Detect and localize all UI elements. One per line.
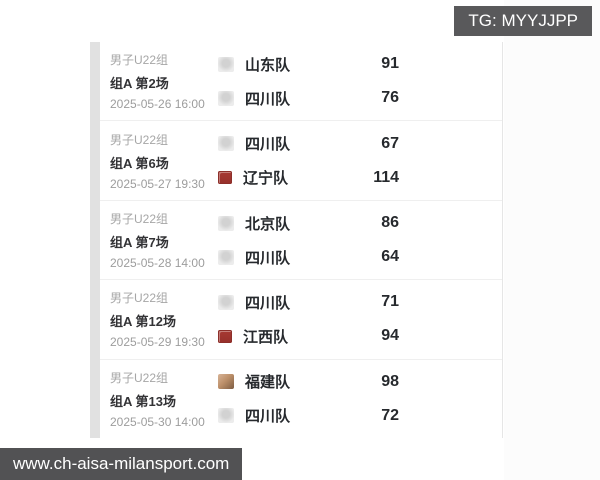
team-logo-icon (218, 294, 234, 310)
match-datetime: 2025-05-27 19:30 (110, 176, 205, 191)
match-meta: 男子U22组 组A 第2场 2025-05-26 16:00 (110, 51, 218, 111)
match-datetime: 2025-05-26 16:00 (110, 97, 205, 112)
team-score: 91 (381, 55, 399, 73)
team-score: 114 (373, 168, 399, 186)
team-name: 江西队 (243, 328, 289, 346)
website-watermark-badge: www.ch-aisa-milansport.com (0, 448, 243, 480)
match-row[interactable]: 男子U22组 组A 第6场 2025-05-27 19:30 四川队 67 辽宁… (100, 120, 502, 199)
team-logo-icon (218, 56, 234, 72)
match-teams: 福建队 98 四川队 72 (218, 371, 502, 426)
match-datetime: 2025-05-28 14:00 (110, 256, 205, 271)
match-meta: 男子U22组 组A 第7场 2025-05-28 14:00 (110, 210, 218, 270)
team-score: 64 (381, 248, 399, 266)
team-line: 四川队 71 (218, 292, 399, 313)
team-line: 辽宁队 114 (218, 167, 399, 188)
team-name: 四川队 (245, 249, 291, 267)
team-score: 98 (381, 372, 399, 390)
team-line: 四川队 76 (218, 88, 399, 109)
match-group-label: 男子U22组 (110, 53, 169, 68)
team-logo-icon (218, 136, 234, 152)
match-round-label: 组A 第12场 (110, 314, 176, 330)
team-name: 四川队 (245, 294, 291, 312)
team-logo-icon (218, 408, 234, 424)
match-row[interactable]: 男子U22组 组A 第13场 2025-05-30 14:00 福建队 98 四… (100, 358, 502, 438)
team-logo-icon (218, 329, 232, 343)
match-group-label: 男子U22组 (110, 370, 169, 385)
page-background-right (504, 0, 600, 480)
telegram-watermark-badge: TG: MYYJJPP (454, 6, 592, 36)
team-logo-icon (218, 374, 234, 390)
team-line: 江西队 94 (218, 326, 399, 347)
match-row[interactable]: 男子U22组 组A 第2场 2025-05-26 16:00 山东队 91 四川… (100, 42, 502, 120)
team-logo-icon (218, 171, 232, 185)
match-datetime: 2025-05-30 14:00 (110, 414, 205, 429)
scrollbar[interactable] (90, 42, 100, 438)
team-name: 四川队 (245, 90, 291, 108)
team-logo-icon (218, 90, 234, 106)
team-line: 四川队 72 (218, 405, 399, 426)
team-line: 山东队 91 (218, 54, 399, 75)
match-row[interactable]: 男子U22组 组A 第12场 2025-05-29 19:30 四川队 71 江… (100, 279, 502, 358)
match-round-label: 组A 第2场 (110, 76, 169, 92)
match-row[interactable]: 男子U22组 组A 第7场 2025-05-28 14:00 北京队 86 四川… (100, 199, 502, 279)
team-name: 福建队 (245, 374, 291, 392)
match-group-label: 男子U22组 (110, 291, 169, 306)
match-group-label: 男子U22组 (110, 212, 169, 227)
match-datetime: 2025-05-29 19:30 (110, 335, 205, 350)
match-round-label: 组A 第7场 (110, 235, 169, 251)
team-logo-icon (218, 215, 234, 231)
team-score: 67 (381, 134, 399, 152)
team-name: 辽宁队 (243, 170, 289, 188)
team-line: 北京队 86 (218, 213, 399, 234)
match-teams: 北京队 86 四川队 64 (218, 213, 502, 268)
match-list: 男子U22组 组A 第2场 2025-05-26 16:00 山东队 91 四川… (100, 42, 503, 438)
team-line: 福建队 98 (218, 371, 399, 392)
team-line: 四川队 67 (218, 133, 399, 154)
match-teams: 四川队 71 江西队 94 (218, 292, 502, 347)
match-teams: 山东队 91 四川队 76 (218, 54, 502, 109)
team-score: 94 (381, 327, 399, 345)
team-name: 北京队 (245, 215, 291, 233)
match-meta: 男子U22组 组A 第13场 2025-05-30 14:00 (110, 369, 218, 429)
team-score: 71 (381, 293, 399, 311)
team-name: 四川队 (245, 408, 291, 426)
team-score: 72 (381, 406, 399, 424)
match-round-label: 组A 第13场 (110, 393, 176, 409)
match-meta: 男子U22组 组A 第6场 2025-05-27 19:30 (110, 131, 218, 191)
team-name: 四川队 (245, 136, 291, 154)
team-score: 86 (381, 214, 399, 232)
team-line: 四川队 64 (218, 247, 399, 268)
team-logo-icon (218, 249, 234, 265)
match-round-label: 组A 第6场 (110, 155, 169, 171)
team-name: 山东队 (245, 56, 291, 74)
team-score: 76 (381, 89, 399, 107)
match-meta: 男子U22组 组A 第12场 2025-05-29 19:30 (110, 289, 218, 349)
match-group-label: 男子U22组 (110, 132, 169, 147)
match-teams: 四川队 67 辽宁队 114 (218, 133, 502, 188)
